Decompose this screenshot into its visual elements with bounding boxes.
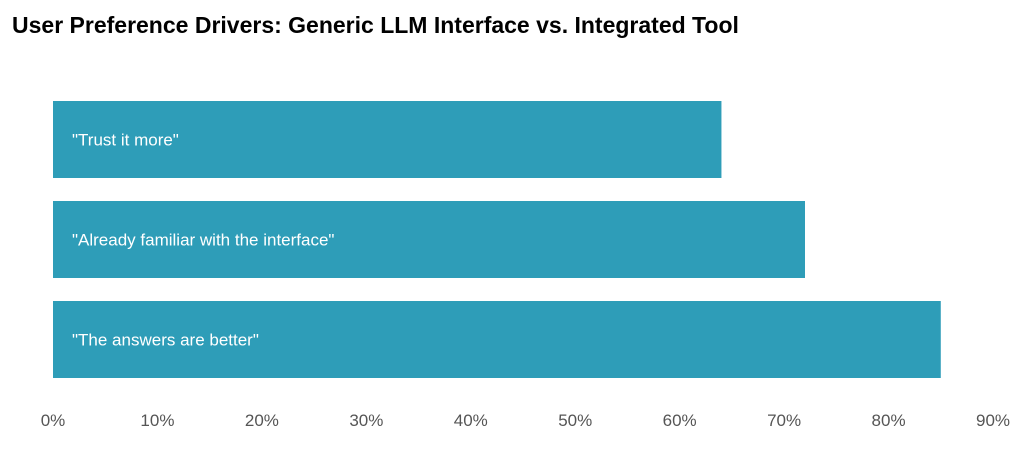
chart-title: User Preference Drivers: Generic LLM Int… xyxy=(12,12,739,38)
bar-label-2: "The answers are better" xyxy=(72,331,259,350)
x-axis-ticks: 0% 10% 20% 30% 40% 50% 60% 70% 80% 90% xyxy=(41,411,1010,430)
x-tick-label: 80% xyxy=(872,411,906,430)
bar-label-0: "Trust it more" xyxy=(72,131,179,150)
bar-0 xyxy=(53,101,722,178)
bar-label-1: "Already familiar with the interface" xyxy=(72,231,334,250)
x-tick-label: 10% xyxy=(140,411,174,430)
x-tick-label: 60% xyxy=(663,411,697,430)
x-tick-label: 70% xyxy=(767,411,801,430)
bar-1 xyxy=(53,201,805,278)
x-tick-label: 50% xyxy=(558,411,592,430)
bar-2 xyxy=(53,301,941,378)
x-tick-label: 40% xyxy=(454,411,488,430)
x-tick-label: 0% xyxy=(41,411,66,430)
x-tick-label: 30% xyxy=(349,411,383,430)
x-tick-label: 90% xyxy=(976,411,1010,430)
x-tick-label: 20% xyxy=(245,411,279,430)
bars-group: "Trust it more" "Already familiar with t… xyxy=(53,101,941,378)
